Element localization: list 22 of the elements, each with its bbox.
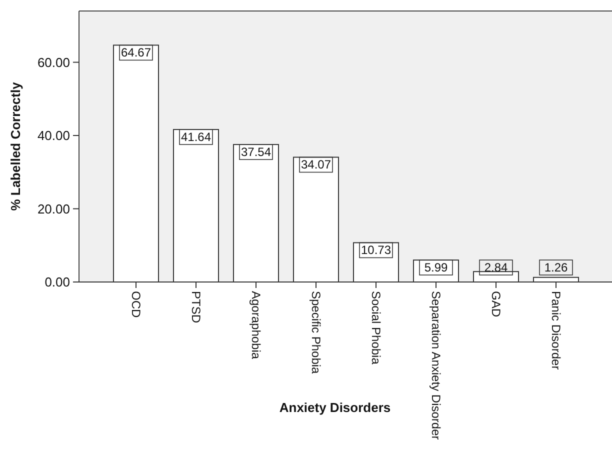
y-axis-title: % Labelled Correctly [8,81,23,211]
x-tick-label: Panic Disorder [549,291,563,370]
data-label: 37.54 [240,145,272,160]
y-tick-label: 40.00 [37,128,70,144]
data-label: 41.64 [180,130,212,144]
x-axis-title: Anxiety Disorders [279,400,391,415]
data-label: 1.26 [544,260,568,274]
data-label: 10.73 [360,243,392,258]
y-tick-label: 20.00 [37,201,70,216]
data-label: 64.67 [120,46,152,60]
data-label: 5.99 [424,260,448,274]
x-tick-label: Social Phobia [369,291,383,365]
x-tick-label: OCD [129,291,143,318]
y-tick-label: 60.00 [37,54,70,70]
data-label: 2.84 [484,260,508,274]
data-label: 34.07 [300,158,332,172]
x-tick-label: GAD [489,291,503,318]
x-tick-label: Agoraphobia [249,291,263,360]
x-tick-label: Specific Phobia [309,291,323,374]
x-tick-label: Separation Anxiety Disorder [429,291,443,440]
y-tick-label: 0.00 [44,274,70,290]
x-tick-label: PTSD [189,291,203,324]
